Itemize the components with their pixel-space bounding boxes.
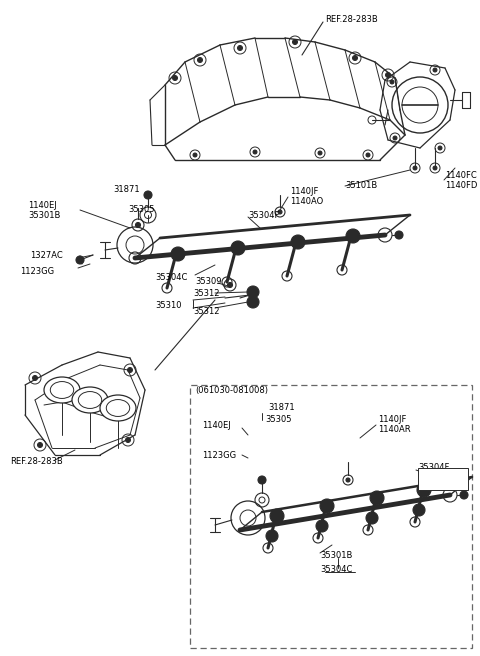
Circle shape: [438, 146, 442, 150]
Circle shape: [390, 80, 394, 84]
Circle shape: [413, 166, 417, 170]
Text: 1140EJ: 1140EJ: [28, 201, 57, 209]
Text: 35304F: 35304F: [420, 470, 451, 480]
Circle shape: [370, 491, 384, 505]
Text: 31871: 31871: [268, 403, 295, 413]
Circle shape: [247, 296, 259, 308]
Circle shape: [366, 153, 370, 157]
Circle shape: [247, 286, 259, 298]
Circle shape: [324, 503, 330, 509]
Text: 1140JF: 1140JF: [290, 188, 318, 197]
Circle shape: [270, 509, 284, 523]
Circle shape: [235, 245, 241, 251]
Text: 1327AC: 1327AC: [30, 251, 63, 260]
Circle shape: [385, 73, 391, 77]
Text: 35301B: 35301B: [320, 550, 352, 560]
Text: 1140EJ: 1140EJ: [202, 420, 231, 430]
Circle shape: [193, 153, 197, 157]
Ellipse shape: [44, 377, 80, 403]
Text: 35312: 35312: [193, 308, 219, 316]
Circle shape: [460, 491, 468, 499]
Text: 35301B: 35301B: [420, 480, 452, 489]
Circle shape: [258, 476, 266, 484]
Text: 35309: 35309: [195, 277, 221, 287]
Ellipse shape: [50, 382, 74, 398]
Text: 31871: 31871: [113, 186, 140, 194]
Circle shape: [346, 229, 360, 243]
Text: 35304C: 35304C: [155, 274, 187, 283]
Circle shape: [421, 487, 427, 493]
Circle shape: [292, 39, 298, 45]
Text: 1140AO: 1140AO: [290, 197, 323, 207]
Circle shape: [350, 233, 356, 239]
Circle shape: [231, 241, 245, 255]
Text: 35305: 35305: [128, 205, 155, 215]
Text: 1140FD: 1140FD: [445, 180, 478, 190]
Circle shape: [76, 256, 84, 264]
Circle shape: [37, 443, 43, 447]
Circle shape: [125, 438, 131, 443]
Circle shape: [238, 45, 242, 51]
Text: 1140AR: 1140AR: [378, 426, 410, 434]
Circle shape: [175, 251, 181, 257]
Circle shape: [172, 75, 178, 81]
Ellipse shape: [78, 392, 102, 409]
Circle shape: [417, 483, 431, 497]
Circle shape: [128, 367, 132, 373]
Circle shape: [433, 68, 437, 72]
Circle shape: [171, 247, 185, 261]
Circle shape: [433, 166, 437, 170]
Circle shape: [393, 136, 397, 140]
Text: 35304F: 35304F: [418, 464, 449, 472]
Ellipse shape: [100, 395, 136, 421]
Text: 35312: 35312: [193, 289, 219, 298]
Text: 35301B: 35301B: [28, 211, 60, 220]
Circle shape: [197, 58, 203, 62]
Circle shape: [33, 375, 37, 380]
Text: 1123GG: 1123GG: [202, 451, 236, 459]
Circle shape: [395, 231, 403, 239]
Text: 35305: 35305: [265, 415, 291, 424]
Circle shape: [253, 150, 257, 154]
Circle shape: [251, 300, 255, 304]
Circle shape: [320, 499, 334, 513]
Circle shape: [318, 151, 322, 155]
Circle shape: [316, 520, 328, 532]
Circle shape: [278, 210, 282, 214]
Text: 1140FC: 1140FC: [445, 171, 477, 180]
Text: REF.28-283B: REF.28-283B: [325, 16, 378, 24]
Circle shape: [295, 239, 301, 245]
Text: 1140JF: 1140JF: [378, 415, 407, 424]
Bar: [190, 385, 472, 648]
Ellipse shape: [72, 387, 108, 413]
Text: 35101B: 35101B: [345, 180, 377, 190]
Circle shape: [374, 495, 380, 501]
Text: REF.28-283B: REF.28-283B: [10, 457, 63, 466]
Text: 1123GG: 1123GG: [20, 268, 54, 276]
Circle shape: [251, 289, 255, 295]
Circle shape: [274, 513, 280, 519]
Text: 35304F: 35304F: [248, 211, 279, 220]
Bar: [418, 468, 468, 490]
Ellipse shape: [106, 400, 130, 417]
Circle shape: [352, 56, 358, 60]
Circle shape: [144, 191, 152, 199]
Circle shape: [366, 512, 378, 524]
Circle shape: [346, 478, 350, 482]
Circle shape: [266, 530, 278, 542]
Circle shape: [135, 222, 141, 228]
Text: (061030-081008): (061030-081008): [195, 386, 268, 394]
Circle shape: [413, 504, 425, 516]
Circle shape: [291, 235, 305, 249]
Text: 35304C: 35304C: [320, 565, 352, 575]
Circle shape: [228, 283, 232, 287]
Text: 35310: 35310: [155, 300, 181, 310]
